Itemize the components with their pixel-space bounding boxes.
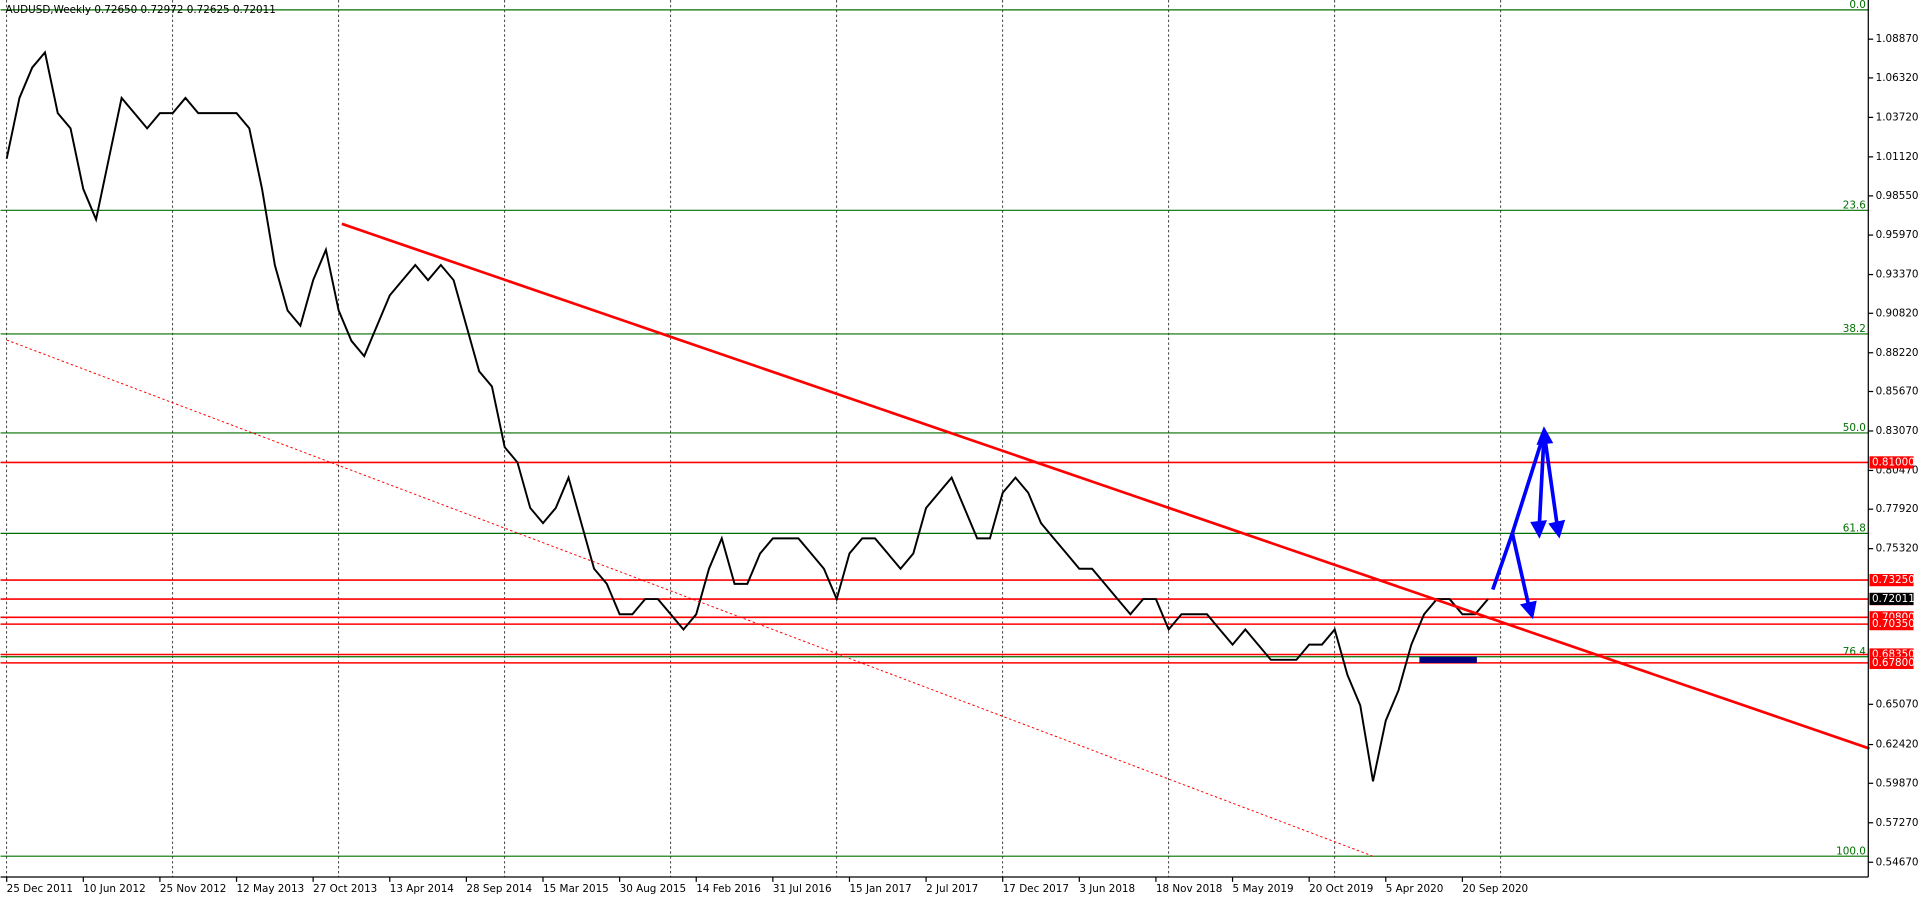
y-tick-label: 0.98550 (1876, 190, 1919, 202)
x-tick-label: 15 Jan 2017 (849, 883, 911, 895)
trend-line (341, 222, 1870, 750)
x-tick-label: 15 Mar 2015 (543, 883, 609, 895)
x-tick-label: 20 Oct 2019 (1309, 883, 1373, 895)
y-tick-label: 0.85670 (1876, 385, 1919, 397)
fib-label: 100.0 (1836, 845, 1866, 857)
x-tick-label: 10 Jun 2012 (83, 883, 145, 895)
price-label: 0.73250 (1872, 574, 1915, 586)
x-tick-label: 25 Nov 2012 (160, 883, 226, 895)
x-tick-label: 14 Feb 2016 (696, 883, 761, 895)
fib-label: 23.6 (1843, 199, 1866, 211)
price-label: 0.70350 (1872, 618, 1915, 630)
y-tick-label: 1.03720 (1876, 111, 1919, 123)
chart-title: AUDUSD,Weekly 0.72650 0.72972 0.72625 0.… (5, 4, 275, 16)
y-tick-label: 0.57270 (1876, 817, 1919, 829)
x-tick-label: 3 Jun 2018 (1079, 883, 1135, 895)
y-tick-label: 0.75320 (1876, 543, 1919, 555)
x-tick-label: 17 Dec 2017 (1003, 883, 1069, 895)
y-tick-label: 1.08870 (1876, 33, 1919, 45)
y-tick-label: 0.77920 (1876, 503, 1919, 515)
fib-label: 0.0 (1849, 0, 1866, 11)
x-tick-label: 12 May 2013 (237, 883, 305, 895)
channel-line (6, 339, 1374, 857)
x-tick-label: 5 May 2019 (1233, 883, 1294, 895)
y-tick-label: 0.93370 (1876, 269, 1919, 281)
y-tick-label: 0.90820 (1876, 307, 1919, 319)
price-label: 0.81000 (1872, 456, 1915, 468)
fib-label: 50.0 (1843, 422, 1866, 434)
price-label: 0.67800 (1872, 657, 1915, 669)
current-price-label: 0.72011 (1872, 593, 1915, 605)
y-tick-label: 0.65070 (1876, 698, 1919, 710)
price-label-box (1869, 456, 1914, 469)
y-tick-label: 1.01120 (1876, 151, 1919, 163)
x-tick-label: 5 Apr 2020 (1386, 883, 1444, 895)
fib-label: 61.8 (1843, 522, 1866, 534)
fib-label: 38.2 (1843, 323, 1866, 335)
x-tick-label: 27 Oct 2013 (313, 883, 377, 895)
x-tick-label: 31 Jul 2016 (773, 883, 832, 895)
y-tick-label: 0.59870 (1876, 777, 1919, 789)
price-label-box (1869, 618, 1914, 631)
x-tick-label: 18 Nov 2018 (1156, 883, 1222, 895)
y-tick-label: 1.06320 (1876, 72, 1919, 84)
fib-label: 76.4 (1843, 646, 1866, 658)
price-label-box (1869, 573, 1914, 587)
x-tick-label: 13 Apr 2014 (390, 883, 455, 895)
price-label-box (1869, 656, 1914, 669)
support-zone (1419, 656, 1477, 663)
x-tick-label: 28 Sep 2014 (466, 883, 532, 895)
y-tick-label: 0.88220 (1876, 347, 1919, 359)
y-tick-label: 0.83070 (1876, 425, 1919, 437)
y-tick-label: 0.62420 (1876, 739, 1919, 751)
x-tick-label: 25 Dec 2011 (7, 883, 73, 895)
y-tick-label: 0.54670 (1876, 856, 1919, 868)
x-tick-label: 20 Sep 2020 (1462, 883, 1528, 895)
current-price-box (1869, 592, 1914, 606)
y-tick-label: 0.95970 (1876, 229, 1919, 241)
price-line (5, 50, 1489, 782)
projection-arrows (1491, 426, 1566, 620)
x-tick-label: 30 Aug 2015 (620, 883, 686, 895)
x-tick-label: 2 Jul 2017 (926, 883, 978, 895)
